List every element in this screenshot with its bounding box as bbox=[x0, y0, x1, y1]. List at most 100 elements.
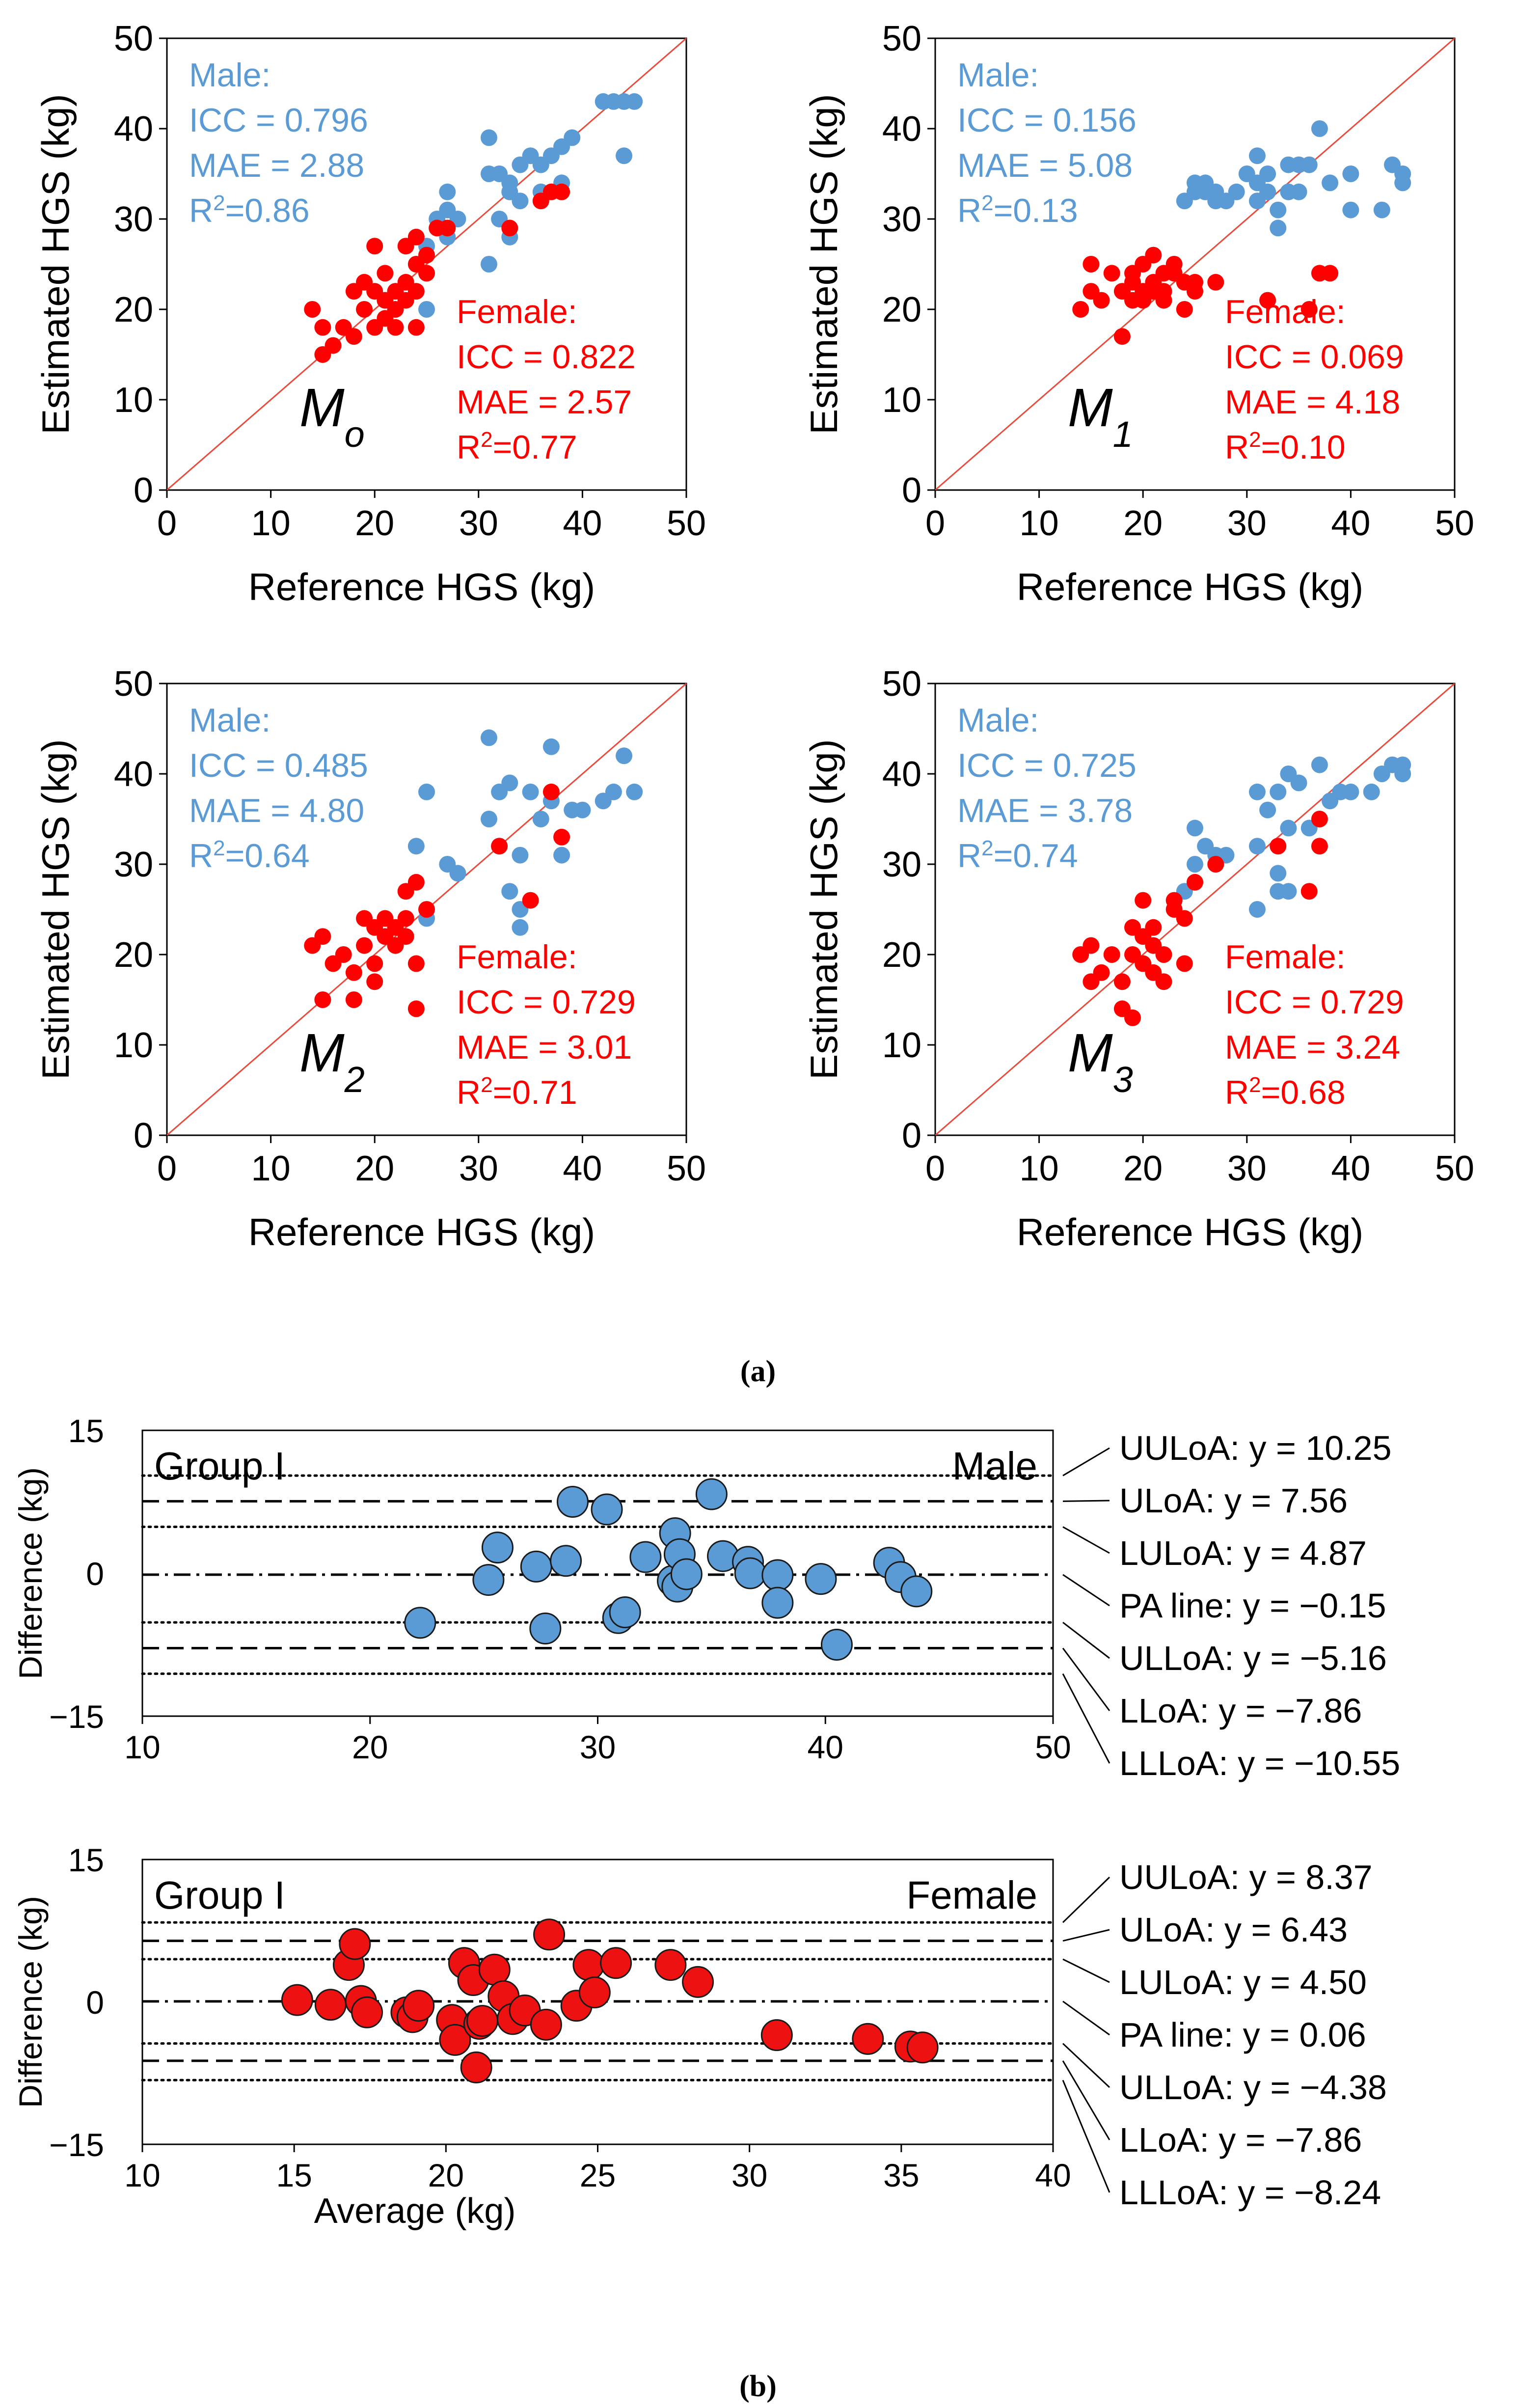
male-point bbox=[616, 147, 633, 164]
female-point bbox=[1165, 892, 1183, 909]
x-tick-label: 50 bbox=[1435, 1149, 1474, 1188]
female-point bbox=[760, 2019, 793, 2052]
scatter-plot-M3: 0 10 20 30 40 50 0 10 20 30 40 50 Reference HGS (kg)… bbox=[802, 664, 1474, 1254]
y-tick-label: 10 bbox=[114, 1026, 153, 1065]
female-stats-title: Female: bbox=[1225, 938, 1346, 976]
male-point bbox=[512, 919, 529, 936]
male-point bbox=[626, 93, 643, 110]
x-tick-label: 0 bbox=[157, 1149, 177, 1188]
male-r2: R2=0.13 bbox=[957, 191, 1078, 230]
male-point bbox=[480, 729, 497, 746]
female-mae: MAE = 3.24 bbox=[1225, 1029, 1400, 1066]
male-point bbox=[609, 1596, 641, 1629]
female-point bbox=[1207, 274, 1224, 291]
y-tick-label: −15 bbox=[49, 1698, 104, 1735]
x-tick-label: 10 bbox=[1020, 504, 1059, 543]
male-point bbox=[520, 1550, 552, 1583]
y-tick-label: 40 bbox=[114, 755, 153, 794]
leader-line bbox=[1062, 1958, 1110, 1983]
female-point bbox=[281, 1984, 313, 2016]
female-point bbox=[356, 301, 373, 318]
male-mae: MAE = 4.80 bbox=[189, 792, 364, 829]
female-point bbox=[407, 319, 425, 336]
female-mae: MAE = 4.18 bbox=[1225, 383, 1400, 421]
y-axis-label: Estimated HGS (kg) bbox=[802, 739, 845, 1080]
x-tick-label: 20 bbox=[355, 504, 394, 543]
x-tick-label: 10 bbox=[251, 504, 291, 543]
y-tick-label: 10 bbox=[114, 381, 153, 420]
leader-line bbox=[1062, 1929, 1110, 1942]
female-point bbox=[418, 901, 435, 918]
x-tick-label: 20 bbox=[1123, 504, 1163, 543]
male-stats-title: Male: bbox=[189, 702, 271, 739]
female-point bbox=[335, 946, 352, 963]
panel-b-bland-altman: UULoA: y = 10.25 ULoA: y = 7.56 LULoA: y =… bbox=[12, 1413, 1400, 2231]
male-point bbox=[1197, 174, 1214, 192]
x-tick-label: 20 bbox=[355, 1149, 394, 1188]
male-point bbox=[605, 783, 622, 800]
leader-line bbox=[1062, 2000, 1110, 2036]
female-point bbox=[1176, 301, 1193, 318]
male-point bbox=[501, 174, 518, 192]
reference-line-label: LLLoA: y = −10.55 bbox=[1119, 1744, 1400, 1782]
x-tick-label: 30 bbox=[459, 1149, 498, 1188]
male-point bbox=[481, 1532, 514, 1564]
female-point bbox=[1135, 892, 1152, 909]
male-point bbox=[629, 1541, 662, 1573]
x-tick-label: 40 bbox=[563, 1149, 602, 1188]
leader-line bbox=[1062, 1574, 1110, 1607]
male-point bbox=[1322, 174, 1339, 192]
female-point bbox=[366, 955, 383, 972]
caption-a: (a) bbox=[740, 1355, 776, 1388]
female-point bbox=[1176, 955, 1193, 972]
female-stats-title: Female: bbox=[457, 293, 577, 330]
male-point bbox=[1290, 774, 1307, 792]
female-point bbox=[1072, 301, 1089, 318]
reference-line-label: LLoA: y = −7.86 bbox=[1119, 1692, 1362, 1730]
female-point bbox=[439, 219, 456, 237]
model-label: M1 bbox=[1068, 378, 1133, 455]
leader-line bbox=[1062, 1526, 1110, 1554]
male-point bbox=[1259, 165, 1276, 182]
male-point bbox=[616, 747, 633, 765]
female-point bbox=[397, 928, 414, 945]
female-point bbox=[522, 892, 539, 909]
male-r2: R2=0.64 bbox=[189, 836, 310, 875]
model-label: Mo bbox=[299, 378, 365, 455]
x-tick-label: 50 bbox=[667, 504, 706, 543]
female-mae: MAE = 2.57 bbox=[457, 383, 632, 421]
x-tick-label: 35 bbox=[883, 2157, 919, 2193]
female-point bbox=[1187, 283, 1203, 300]
y-tick-label: 10 bbox=[882, 381, 921, 420]
y-axis-label: Difference (kg) bbox=[12, 1467, 49, 1679]
female-point bbox=[1083, 256, 1100, 273]
female-point bbox=[366, 973, 383, 990]
male-point bbox=[532, 811, 549, 827]
male-point bbox=[1363, 783, 1380, 800]
y-tick-label: 40 bbox=[882, 109, 921, 149]
male-point bbox=[1300, 156, 1318, 173]
male-point bbox=[1342, 201, 1359, 219]
male-point bbox=[480, 256, 497, 273]
x-axis-label: Average (kg) bbox=[314, 2191, 516, 2231]
female-point bbox=[1113, 328, 1131, 345]
plot-frame bbox=[166, 683, 687, 1136]
y-tick-label: 15 bbox=[68, 1842, 104, 1878]
x-tick-label: 15 bbox=[276, 2157, 312, 2193]
reference-line-label: LULoA: y = 4.50 bbox=[1119, 1963, 1367, 2001]
x-tick-label: 20 bbox=[428, 2157, 464, 2193]
x-tick-label: 30 bbox=[1227, 504, 1267, 543]
x-tick-label: 10 bbox=[251, 1149, 291, 1188]
female-point bbox=[1311, 811, 1328, 827]
x-tick-label: 30 bbox=[731, 2157, 767, 2193]
female-point bbox=[1124, 1009, 1141, 1026]
male-point bbox=[626, 783, 643, 800]
male-point bbox=[550, 1545, 582, 1577]
bland-altman-male: UULoA: y = 10.25 ULoA: y = 7.56 LULoA: y =… bbox=[12, 1413, 1400, 1782]
female-point bbox=[491, 838, 508, 855]
female-point bbox=[314, 928, 331, 945]
reference-line-label: ULLoA: y = −5.16 bbox=[1119, 1639, 1387, 1677]
x-tick-label: 25 bbox=[580, 2157, 616, 2193]
male-point bbox=[418, 783, 435, 800]
x-tick-label: 20 bbox=[352, 1729, 388, 1765]
